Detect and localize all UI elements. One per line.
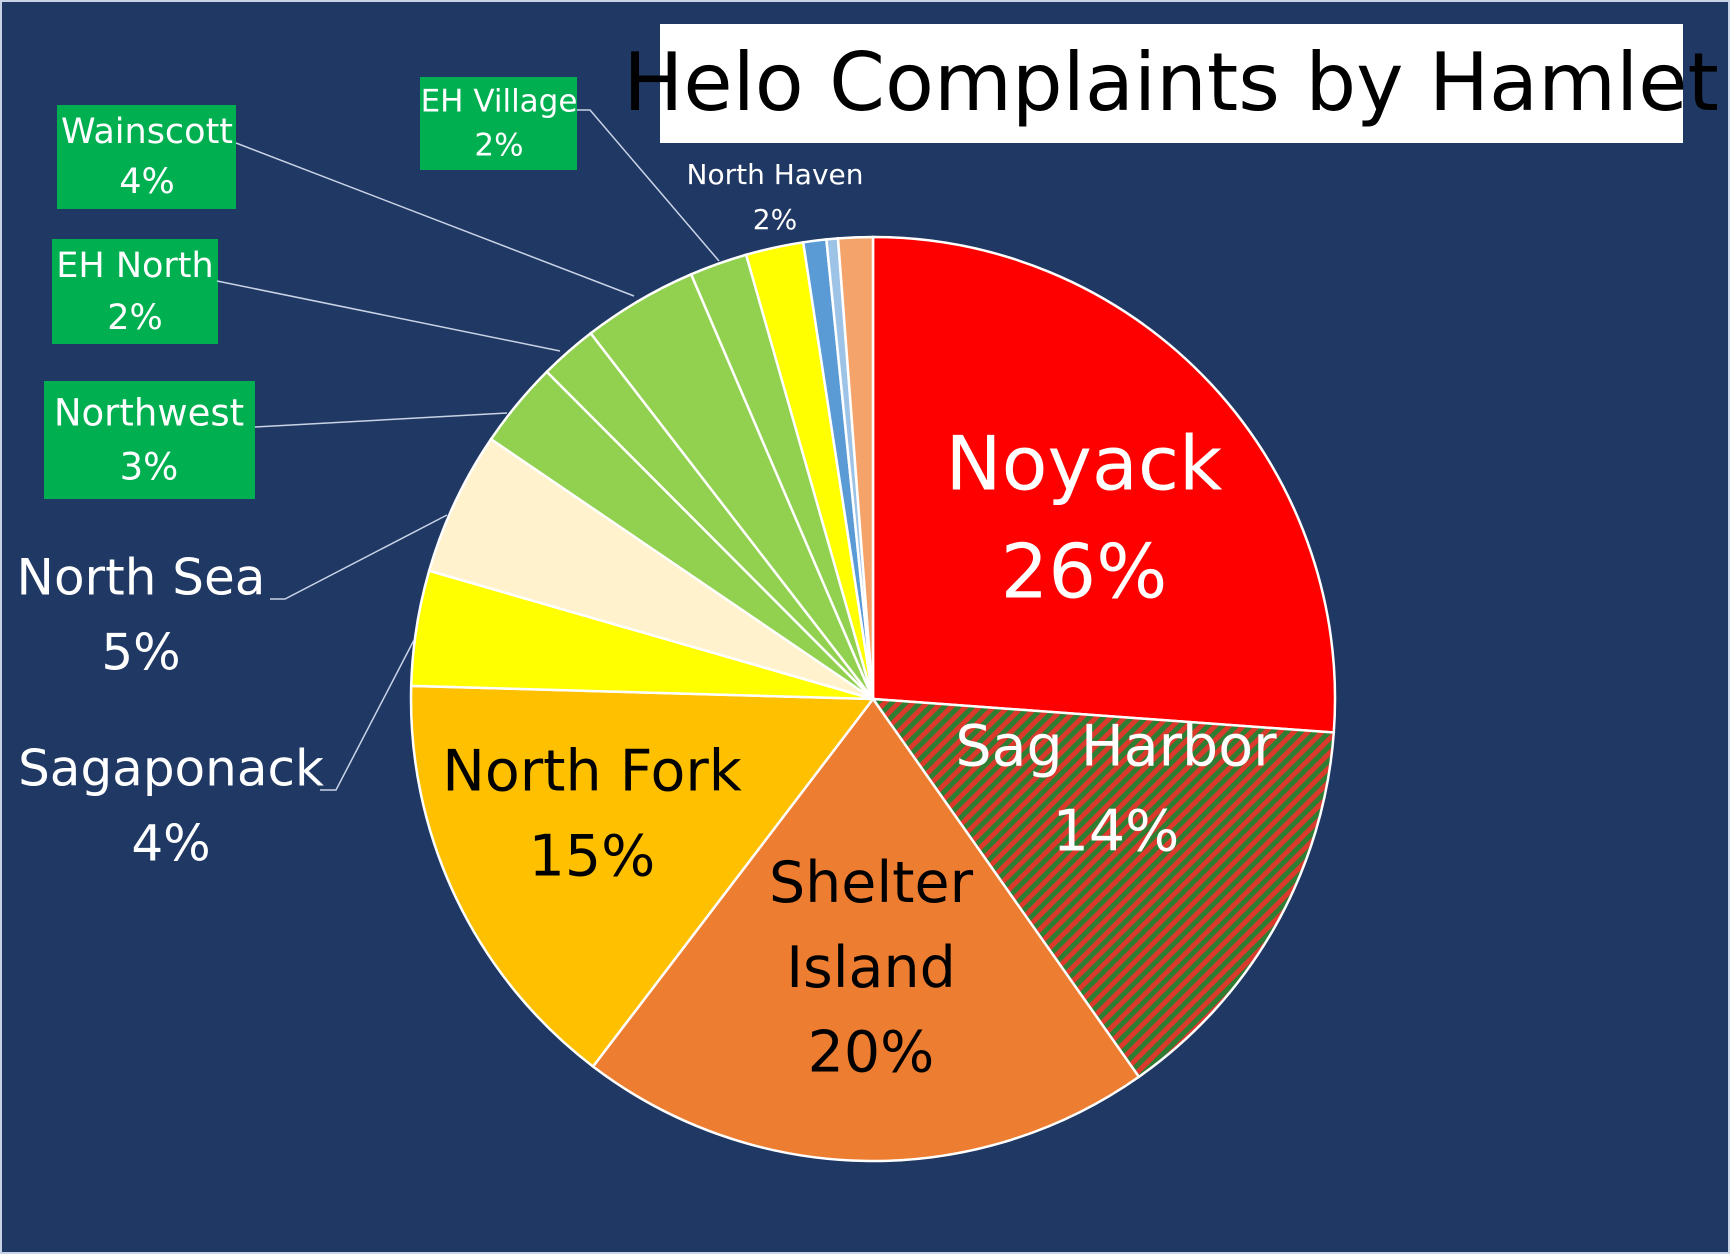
slice-label: EH North <box>56 246 213 286</box>
leader-line <box>216 280 561 352</box>
leader-line <box>270 514 448 600</box>
slice-label: Northwest <box>54 392 244 435</box>
slice-value-label: 2% <box>753 203 797 236</box>
leader-line <box>235 142 635 297</box>
slice-value-label: 5% <box>101 624 180 682</box>
slice-label: Sag Harbor <box>955 714 1277 780</box>
pie-slice <box>870 697 1336 1079</box>
slice-label: North Sea <box>17 549 266 607</box>
leader-line <box>320 639 415 791</box>
slice-value-label: 3% <box>120 446 179 489</box>
slice-value-label: 4% <box>119 162 175 202</box>
slice-label: EH Village <box>421 84 578 120</box>
title-box <box>660 24 1683 143</box>
slice-value-label: 2% <box>474 128 523 164</box>
leader-line <box>577 109 720 262</box>
slice-value-label: 2% <box>107 298 163 338</box>
slice-value-label: 4% <box>131 815 210 873</box>
label-box <box>52 239 218 344</box>
slice-label: North Fork <box>442 739 742 805</box>
pie-slice <box>836 235 875 700</box>
slices <box>409 235 1337 1163</box>
slice-label: Shelter Island <box>769 850 974 1001</box>
slice-value-label: 20% <box>808 1020 935 1086</box>
pie-slice <box>409 684 876 1069</box>
leader-line <box>254 412 508 428</box>
label-box <box>420 77 577 170</box>
slice-value-label: 26% <box>1001 528 1168 616</box>
chart-title: Helo Complaints by Hamlet <box>623 36 1719 129</box>
pie-slice <box>871 235 1337 734</box>
slice-label: Wainscott <box>61 112 233 152</box>
slice-label: Sagaponack <box>18 740 324 798</box>
slice-value-label: 15% <box>529 824 656 890</box>
leader-lines <box>216 109 720 791</box>
slice-label: Noyack <box>945 420 1223 508</box>
pie-slice <box>591 696 1141 1163</box>
label-box <box>57 105 236 209</box>
slice-value-label: 14% <box>1053 799 1180 865</box>
slice-label: North Haven <box>687 158 864 191</box>
pie-slice <box>427 437 874 701</box>
label-box <box>44 381 255 499</box>
